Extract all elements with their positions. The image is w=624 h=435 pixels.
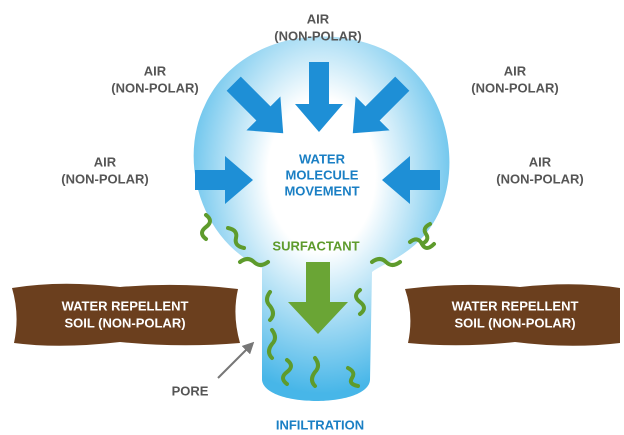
air-label: AIR <box>94 154 117 169</box>
soil-label: SOIL (NON-POLAR) <box>64 315 185 330</box>
air-label: (NON-POLAR) <box>496 171 583 186</box>
air-label: AIR <box>307 11 330 26</box>
squiggle <box>202 215 210 239</box>
surfactant-label: SURFACTANT <box>272 238 359 253</box>
air-label: AIR <box>529 154 552 169</box>
air-label: AIR <box>144 63 167 78</box>
center-label: MOVEMENT <box>284 183 359 198</box>
center-label: MOLECULE <box>286 167 359 182</box>
soil-label: WATER REPELLENT <box>452 298 579 313</box>
air-label: (NON-POLAR) <box>471 80 558 95</box>
center-label: WATER <box>299 151 346 166</box>
diagram: AIR (NON-POLAR) AIR (NON-POLAR) AIR (NON… <box>0 0 624 435</box>
air-label: (NON-POLAR) <box>61 171 148 186</box>
soil-label: WATER REPELLENT <box>62 298 189 313</box>
pore-label: PORE <box>172 383 209 398</box>
air-label: (NON-POLAR) <box>274 28 361 43</box>
infiltration-label: INFILTRATION <box>276 417 364 432</box>
air-label: AIR <box>504 63 527 78</box>
pore-pointer <box>218 346 250 378</box>
soil-label: SOIL (NON-POLAR) <box>454 315 575 330</box>
air-label: (NON-POLAR) <box>111 80 198 95</box>
